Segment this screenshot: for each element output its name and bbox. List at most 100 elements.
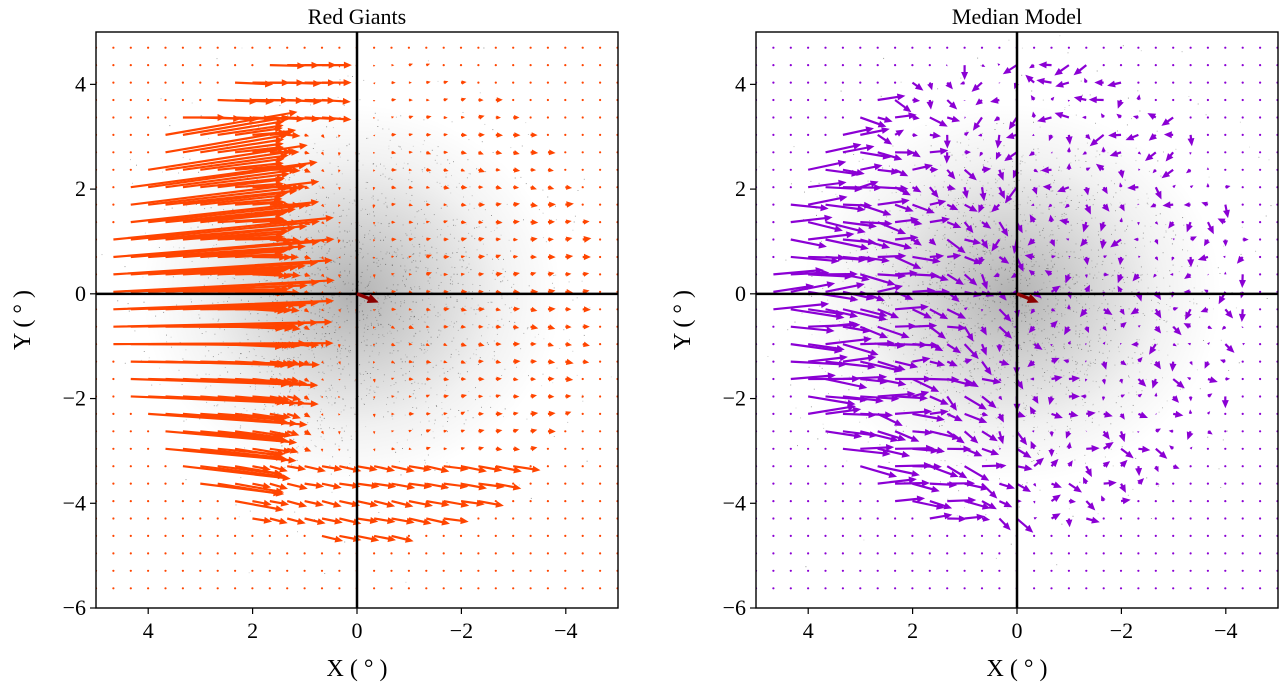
star-point	[503, 258, 504, 260]
vector-arrow	[894, 430, 920, 442]
star-point	[1089, 345, 1091, 347]
vector-dot	[320, 552, 324, 555]
star-point	[392, 264, 393, 266]
star-point	[1148, 170, 1150, 172]
vector-dot	[112, 116, 115, 119]
star-point	[276, 355, 277, 357]
star-point	[906, 318, 908, 320]
vector-arrow	[287, 253, 300, 261]
star-point	[1094, 199, 1096, 200]
star-point	[927, 272, 928, 274]
star-point	[429, 277, 431, 279]
star-point	[946, 389, 948, 391]
star-point	[1045, 337, 1047, 339]
vector-dot	[373, 587, 376, 590]
star-point	[1128, 308, 1130, 310]
star-point	[392, 284, 394, 286]
star-point	[1165, 230, 1167, 232]
star-point	[360, 210, 362, 212]
vector-arrow	[217, 176, 284, 189]
vector-arrow	[842, 308, 888, 322]
star-point	[500, 234, 502, 236]
star-point	[932, 100, 934, 102]
star-point	[331, 404, 333, 406]
star-point	[316, 420, 318, 422]
star-point	[373, 261, 375, 263]
star-point	[393, 402, 395, 404]
star-point	[360, 383, 362, 385]
star-point	[989, 157, 991, 159]
vector-arrow	[547, 149, 556, 156]
vector-dot	[303, 46, 306, 49]
star-point	[1056, 193, 1058, 195]
vector-arrow	[200, 482, 285, 497]
star-point	[360, 276, 362, 278]
star-point	[890, 322, 892, 324]
vector-arrow	[495, 411, 503, 417]
vector-dot	[390, 587, 393, 590]
vector-arrow	[530, 149, 539, 156]
vector-arrow	[929, 273, 949, 282]
star-point	[420, 151, 422, 153]
star-point	[1162, 252, 1164, 254]
star-point	[1078, 386, 1080, 387]
star-point	[367, 325, 369, 327]
star-point	[432, 431, 434, 433]
star-point	[315, 446, 317, 448]
star-point	[297, 531, 298, 533]
star-point	[1061, 315, 1063, 317]
star-point	[393, 275, 395, 277]
vector-arrow	[513, 237, 519, 242]
vector-dot	[390, 552, 393, 555]
star-point	[313, 305, 315, 307]
star-point	[568, 281, 570, 283]
vector-dot	[129, 569, 132, 572]
star-point	[332, 127, 334, 129]
star-point	[378, 512, 380, 513]
vector-arrow	[217, 215, 284, 224]
vector-arrow	[443, 220, 448, 224]
star-point	[1056, 270, 1058, 272]
vector-dot	[789, 465, 792, 468]
vector-dot	[789, 133, 792, 136]
vector-arrow	[287, 376, 300, 384]
star-point	[1021, 271, 1023, 273]
star-point	[1052, 294, 1054, 296]
star-point	[393, 350, 395, 352]
star-point	[1020, 282, 1021, 284]
star-point	[1021, 156, 1023, 158]
vector-dot	[841, 517, 845, 520]
vector-dot	[147, 430, 150, 433]
star-point	[1000, 481, 1002, 483]
star-point	[377, 324, 379, 326]
star-point	[382, 326, 384, 328]
star-point	[363, 340, 365, 342]
vector-arrow	[495, 446, 503, 452]
star-point	[472, 417, 474, 419]
star-point	[328, 387, 330, 389]
star-point	[1019, 447, 1021, 448]
star-point	[1201, 291, 1203, 293]
star-point	[808, 295, 810, 297]
star-point	[273, 412, 275, 414]
star-point	[436, 259, 438, 261]
star-point	[224, 367, 226, 368]
star-point	[1135, 160, 1137, 162]
vector-arrow	[530, 132, 538, 138]
vector-dot	[928, 587, 931, 590]
star-point	[326, 126, 328, 128]
star-point	[1013, 374, 1015, 376]
star-point	[306, 252, 308, 254]
star-point	[286, 348, 288, 350]
star-point	[217, 321, 219, 322]
vector-dot	[564, 81, 567, 84]
star-point	[315, 193, 317, 194]
vector-dot	[789, 430, 792, 433]
star-point	[377, 324, 379, 326]
star-point	[1068, 232, 1070, 234]
vector-dot	[112, 534, 115, 538]
vector-arrow	[303, 395, 310, 400]
vector-arrow	[217, 343, 284, 350]
vector-arrow	[338, 99, 341, 102]
vector-dot	[824, 482, 827, 485]
